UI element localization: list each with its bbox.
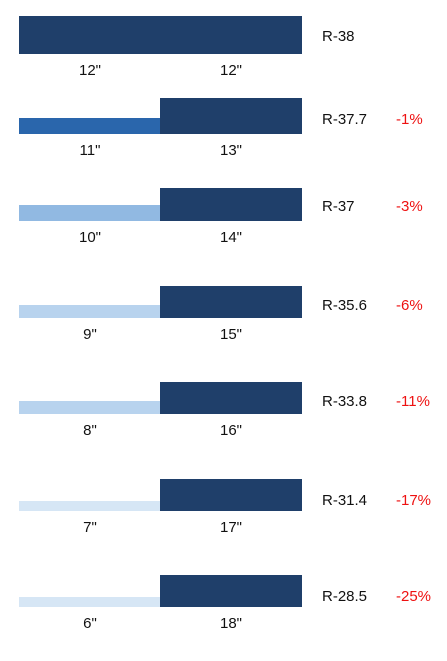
- right-depth-label: 13": [219, 142, 242, 159]
- left-depth-label: 6": [83, 615, 97, 632]
- right-depth-label: 15": [219, 326, 242, 343]
- left-bar: [19, 501, 160, 511]
- percent-change-label: -11%: [396, 393, 430, 410]
- r-value-label: R-35.6: [322, 297, 368, 314]
- left-bar: [19, 118, 160, 134]
- left-bar: [19, 401, 160, 414]
- percent-change-label: -1%: [396, 111, 423, 128]
- left-depth-label: 10": [78, 229, 101, 246]
- left-bar: [19, 305, 160, 318]
- r-value-label: R-31.4: [322, 492, 368, 509]
- diagram-row: 12" 12" R-38: [0, 0, 447, 79]
- r-value-label: R-38: [322, 28, 355, 45]
- right-bar: [160, 98, 302, 134]
- diagram-row: 10" 14" R-37 -3%: [0, 167, 447, 246]
- right-depth-label: 16": [219, 422, 242, 439]
- left-bar: [19, 16, 160, 54]
- left-depth-label: 9": [83, 326, 97, 343]
- percent-change-label: -6%: [396, 297, 423, 314]
- r-value-label: R-33.8: [322, 393, 368, 410]
- r-value-label: R-37.7: [322, 111, 368, 128]
- right-bar: [160, 575, 302, 607]
- left-depth-label: 7": [83, 519, 97, 536]
- diagram-row: 8" 16" R-33.8 -11%: [0, 360, 447, 439]
- percent-change-label: -25%: [396, 588, 432, 605]
- right-bar: [160, 16, 302, 54]
- percent-change-label: -3%: [396, 198, 423, 215]
- right-bar: [160, 286, 302, 318]
- right-depth-label: 17": [219, 519, 242, 536]
- diagram-row: 11" 13" R-37.7 -1%: [0, 80, 447, 159]
- left-depth-label: 11": [79, 142, 101, 159]
- diagram-row: 6" 18" R-28.5 -25%: [0, 553, 447, 632]
- diagram-row: 7" 17" R-31.4 -17%: [0, 457, 447, 536]
- right-depth-label: 18": [219, 615, 242, 632]
- right-bar: [160, 479, 302, 511]
- left-depth-label: 12": [78, 62, 101, 79]
- left-depth-label: 8": [83, 422, 97, 439]
- left-bar: [19, 597, 160, 607]
- right-bar: [160, 382, 302, 414]
- left-bar: [19, 205, 160, 221]
- percent-change-label: -17%: [396, 492, 432, 509]
- right-bar: [160, 188, 302, 221]
- right-depth-label: 12": [219, 62, 242, 79]
- diagram-row: 9" 15" R-35.6 -6%: [0, 264, 447, 343]
- right-depth-label: 14": [219, 229, 242, 246]
- r-value-label: R-28.5: [322, 588, 368, 605]
- r-value-label: R-37: [322, 198, 355, 215]
